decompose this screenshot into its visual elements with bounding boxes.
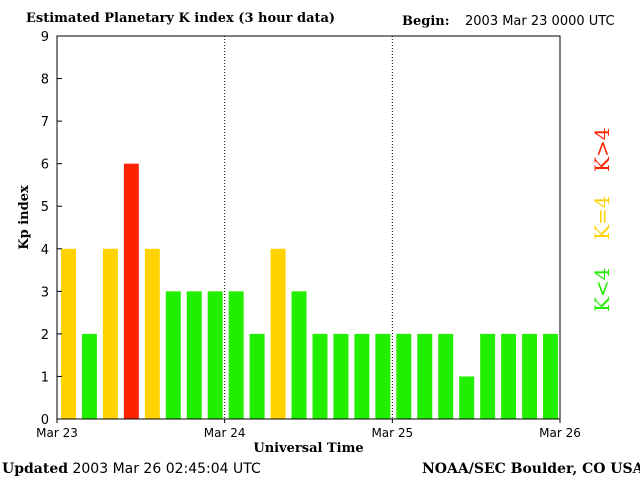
kp-bar-1 — [81, 333, 97, 419]
y-tick-label-8: 8 — [41, 73, 49, 88]
y-tick-label-4: 4 — [41, 243, 49, 258]
x-tick-label-0: Mar 23 — [36, 426, 78, 440]
updated-label: Updated 2003 Mar 26 02:45:04 UTC — [2, 462, 261, 476]
kp-bar-13 — [333, 333, 349, 419]
kp-bar-12 — [312, 333, 328, 419]
plot-frame — [56, 35, 561, 420]
kp-bar-3 — [123, 163, 139, 419]
y-tick-label-7: 7 — [41, 115, 49, 130]
begin-value: 2003 Mar 23 0000 UTC — [465, 14, 615, 29]
kp-bar-4 — [144, 248, 160, 419]
x-tick-label-1: Mar 24 — [204, 426, 246, 440]
kp-bar-16 — [396, 333, 412, 419]
y-tick-label-2: 2 — [41, 328, 49, 343]
kp-bar-5 — [165, 291, 181, 419]
updated-label-text: Updated — [2, 461, 69, 477]
kp-bar-0 — [61, 248, 76, 419]
legend-low: K<4 — [590, 267, 614, 312]
kp-bar-14 — [354, 333, 370, 419]
updated-value: 2003 Mar 26 02:45:04 UTC — [72, 461, 261, 477]
chart-title: Estimated Planetary K index (3 hour data… — [26, 11, 336, 26]
kp-bar-23 — [543, 333, 558, 419]
kp-bar-10 — [270, 248, 286, 419]
y-tick-label-1: 1 — [41, 370, 49, 385]
y-tick-label-0: 0 — [41, 413, 49, 428]
y-tick-label-6: 6 — [41, 158, 49, 173]
kp-bar-7 — [207, 291, 223, 419]
kp-bar-20 — [480, 333, 496, 419]
kp-bar-9 — [249, 333, 265, 419]
kp-bar-19 — [459, 376, 475, 419]
y-tick-label-5: 5 — [41, 200, 49, 215]
y-axis-label: Kp index — [17, 185, 32, 250]
begin-label: Begin: — [402, 14, 450, 29]
x-tick-label-3: Mar 26 — [539, 426, 581, 440]
kp-bar-6 — [186, 291, 202, 419]
kp-bar-2 — [102, 248, 118, 419]
kp-bar-15 — [375, 333, 391, 419]
legend-mid: K=4 — [590, 195, 614, 240]
credit: NOAA/SEC Boulder, CO USA — [422, 461, 640, 477]
y-tick-label-3: 3 — [41, 285, 49, 300]
kp-bar-17 — [417, 333, 433, 419]
kp-bar-11 — [291, 291, 307, 419]
kp-bar-18 — [438, 333, 454, 419]
kp-bar-21 — [501, 333, 517, 419]
kp-bar-8 — [228, 291, 244, 419]
legend-high: K>4 — [590, 127, 614, 172]
kp-bar-22 — [522, 333, 538, 419]
x-tick-label-2: Mar 25 — [371, 426, 413, 440]
y-tick-label-9: 9 — [41, 30, 49, 45]
x-axis-label: Universal Time — [253, 441, 363, 456]
